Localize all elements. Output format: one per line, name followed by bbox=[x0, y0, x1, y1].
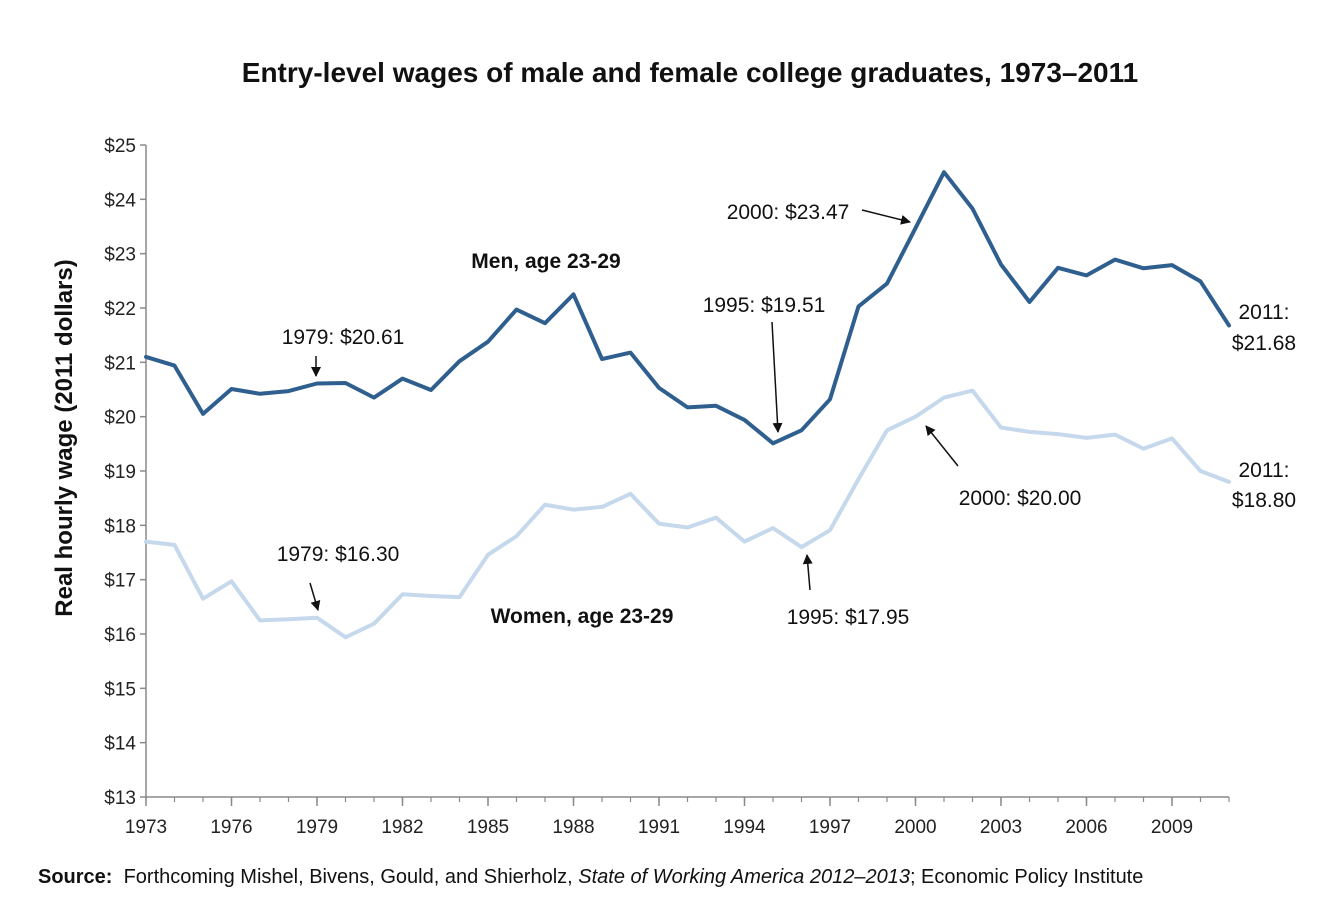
annotation-women-2011-value: $18.80 bbox=[1232, 489, 1296, 512]
y-tick-label: $25 bbox=[104, 136, 136, 157]
annotation-men-1979: 1979: $20.61 bbox=[282, 326, 405, 349]
annotation-women-1995: 1995: $17.95 bbox=[787, 606, 910, 629]
y-tick-label: $16 bbox=[104, 625, 136, 646]
series-line-women bbox=[144, 388, 1231, 640]
x-tick-label: 1982 bbox=[381, 817, 423, 838]
y-tick-label: $15 bbox=[104, 679, 136, 700]
source-text-before: Forthcoming Mishel, Bivens, Gould, and S… bbox=[123, 866, 573, 888]
annotation-arrow-women-2000 bbox=[925, 425, 959, 467]
annotation-arrow-men-1995 bbox=[771, 321, 783, 433]
x-tick-label: 1976 bbox=[210, 817, 252, 838]
y-tick-label: $18 bbox=[104, 516, 136, 537]
x-tick-label: 1973 bbox=[125, 817, 167, 838]
x-tick-label: 1979 bbox=[296, 817, 338, 838]
series-line-men bbox=[144, 170, 1231, 446]
annotation-men-1995: 1995: $19.51 bbox=[703, 294, 826, 317]
y-tick-label: $14 bbox=[104, 734, 136, 755]
x-tick-label: 2009 bbox=[1151, 817, 1193, 838]
x-tick-label: 1985 bbox=[467, 817, 509, 838]
series-lines bbox=[144, 170, 1231, 640]
annotation-arrow-women-1979 bbox=[309, 582, 321, 611]
annotation-men-2000: 2000: $23.47 bbox=[727, 201, 850, 224]
x-tick-label: 2003 bbox=[980, 817, 1022, 838]
axes: $13 $14 $15 $16 $17 $18 $19 $20 $21 $22 $23 $24 $25 1… bbox=[104, 136, 1230, 838]
source-label: Source: bbox=[38, 866, 113, 888]
annotation-arrow-women-1995 bbox=[802, 554, 813, 591]
annotation-men-2011-value: $21.68 bbox=[1232, 332, 1296, 355]
series-label-women: Women, age 23-29 bbox=[491, 605, 674, 628]
x-tick-label: 1994 bbox=[723, 817, 766, 838]
y-tick-label: $19 bbox=[104, 462, 136, 483]
chart-title: Entry-level wages of male and female col… bbox=[242, 57, 1138, 88]
annotation-women-2011-label: 2011: bbox=[1239, 459, 1290, 482]
series-labels: Men, age 23-29 Women, age 23-29 bbox=[471, 250, 673, 628]
annotation-men-2011-label: 2011: bbox=[1239, 301, 1290, 324]
y-tick-label: $13 bbox=[104, 788, 136, 809]
x-tick-label: 1997 bbox=[809, 817, 851, 838]
y-tick-label: $23 bbox=[104, 245, 136, 266]
annotation-women-1979: 1979: $16.30 bbox=[277, 543, 400, 566]
x-tick-label: 2000 bbox=[894, 817, 936, 838]
y-tick-label: $21 bbox=[104, 353, 136, 374]
y-tick-label: $24 bbox=[104, 190, 136, 211]
source-note: Source: Forthcoming Mishel, Bivens, Goul… bbox=[38, 866, 1143, 889]
x-tick-label: 2006 bbox=[1065, 817, 1107, 838]
y-tick-label: $17 bbox=[104, 571, 136, 592]
y-axis-label: Real hourly wage (2011 dollars) bbox=[51, 259, 78, 616]
source-publication: State of Working America 2012–2013 bbox=[578, 866, 910, 888]
y-tick-label: $20 bbox=[104, 408, 136, 429]
annotation-women-2000: 2000: $20.00 bbox=[959, 487, 1082, 510]
source-text-after: ; Economic Policy Institute bbox=[909, 866, 1144, 888]
x-tick-label: 1991 bbox=[638, 817, 680, 838]
annotation-arrow-men-2000 bbox=[861, 209, 911, 225]
x-tick-label: 1988 bbox=[552, 817, 594, 838]
series-label-men: Men, age 23-29 bbox=[471, 250, 620, 273]
annotations: 1979: $20.61 1995: $19.51 2000: $23.47 2… bbox=[277, 201, 1296, 629]
y-tick-label: $22 bbox=[104, 299, 136, 320]
